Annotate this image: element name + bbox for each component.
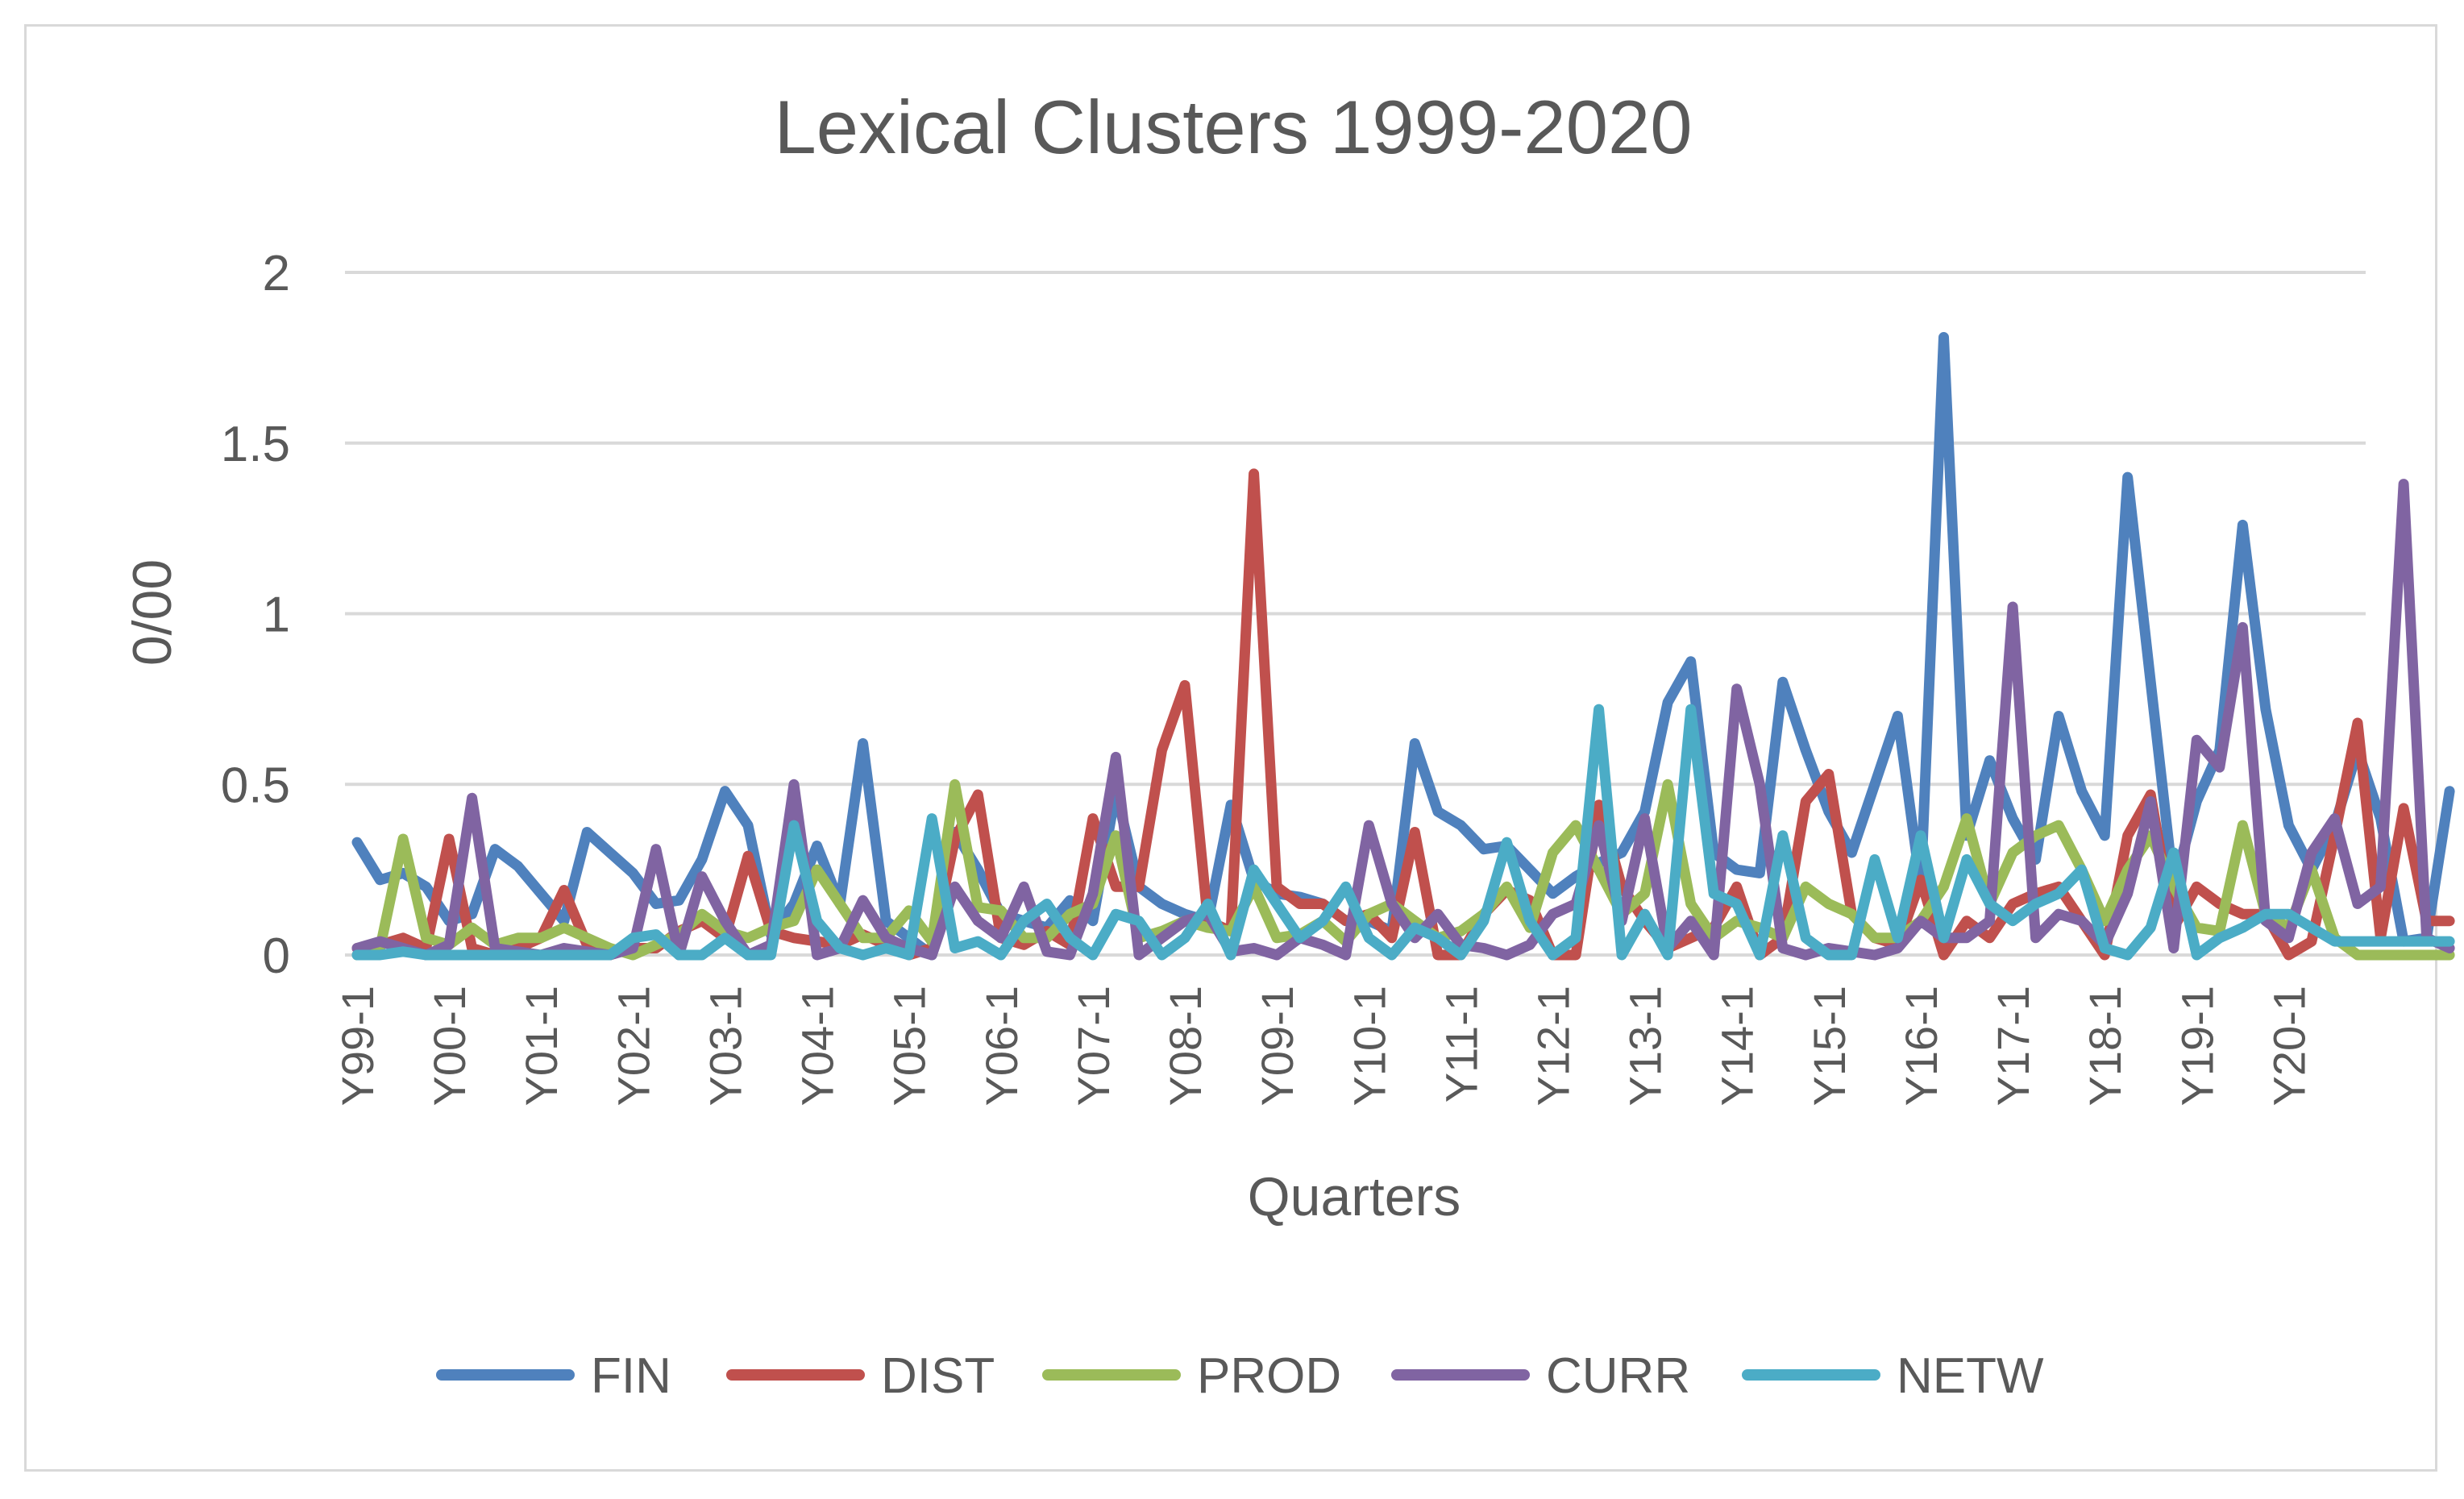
legend-label-prod: PROD bbox=[1197, 1348, 1341, 1404]
x-tick-label: Y05-1 bbox=[884, 986, 935, 1106]
x-tick-label: Y08-1 bbox=[1160, 986, 1211, 1106]
chart-frame bbox=[24, 24, 2437, 1472]
series-lines bbox=[351, 332, 2455, 961]
legend-label-netw: NETW bbox=[1897, 1348, 2044, 1404]
legend-label-dist: DIST bbox=[881, 1348, 995, 1404]
x-tick-label: Y13-1 bbox=[1620, 986, 1671, 1106]
legend-label-fin: FIN bbox=[591, 1348, 671, 1404]
x-tick-label: Y19-1 bbox=[2171, 986, 2222, 1106]
legend-label-curr: CURR bbox=[1546, 1348, 1690, 1404]
x-tick-label: Y04-1 bbox=[792, 986, 843, 1106]
y-tick-label: 1 bbox=[263, 588, 290, 643]
x-tick-label: Y02-1 bbox=[608, 986, 659, 1106]
x-tick-label: Y99-1 bbox=[332, 986, 383, 1106]
x-tick-label: Y12-1 bbox=[1527, 986, 1578, 1106]
y-axis-label: 0/00 bbox=[122, 559, 183, 666]
gridlines bbox=[345, 271, 2366, 957]
x-tick-label: Y10-1 bbox=[1344, 986, 1394, 1106]
x-tick-label: Y09-1 bbox=[1252, 986, 1303, 1106]
x-tick-label: Y17-1 bbox=[1988, 986, 2038, 1106]
x-tick-label: Y01-1 bbox=[516, 986, 567, 1106]
series-line-netw bbox=[351, 704, 2455, 961]
y-axis-ticks: 0 0.5 1 1.5 2 bbox=[221, 246, 290, 984]
x-tick-label: Y06-1 bbox=[976, 986, 1027, 1106]
series-line-fin bbox=[351, 332, 2455, 961]
y-tick-label: 0 bbox=[263, 928, 290, 984]
y-tick-label: 2 bbox=[263, 246, 290, 301]
x-tick-label: Y07-1 bbox=[1068, 986, 1119, 1106]
chart-title: Lexical Clusters 1999-2020 bbox=[774, 85, 1692, 169]
x-tick-label: Y16-1 bbox=[1896, 986, 1947, 1106]
x-tick-label: Y14-1 bbox=[1712, 986, 1763, 1106]
x-tick-label: Y18-1 bbox=[2080, 986, 2130, 1106]
x-tick-label: Y20-1 bbox=[2263, 986, 2314, 1106]
x-tick-label: Y11-1 bbox=[1436, 986, 1486, 1102]
legend: FIN DIST PROD CURR NETW bbox=[436, 1348, 2044, 1404]
y-tick-label: 0.5 bbox=[221, 758, 290, 813]
x-tick-label: Y03-1 bbox=[700, 986, 750, 1106]
x-axis-ticks: Y99-1 Y00-1 Y01-1 Y02-1 Y03-1 Y04-1 Y05-1 Y06-1… bbox=[332, 986, 2314, 1106]
x-tick-label: Y15-1 bbox=[1804, 986, 1855, 1106]
x-tick-label: Y00-1 bbox=[424, 986, 475, 1106]
y-tick-label: 1.5 bbox=[221, 417, 290, 472]
x-axis-label: Quarters bbox=[1248, 1166, 1461, 1227]
